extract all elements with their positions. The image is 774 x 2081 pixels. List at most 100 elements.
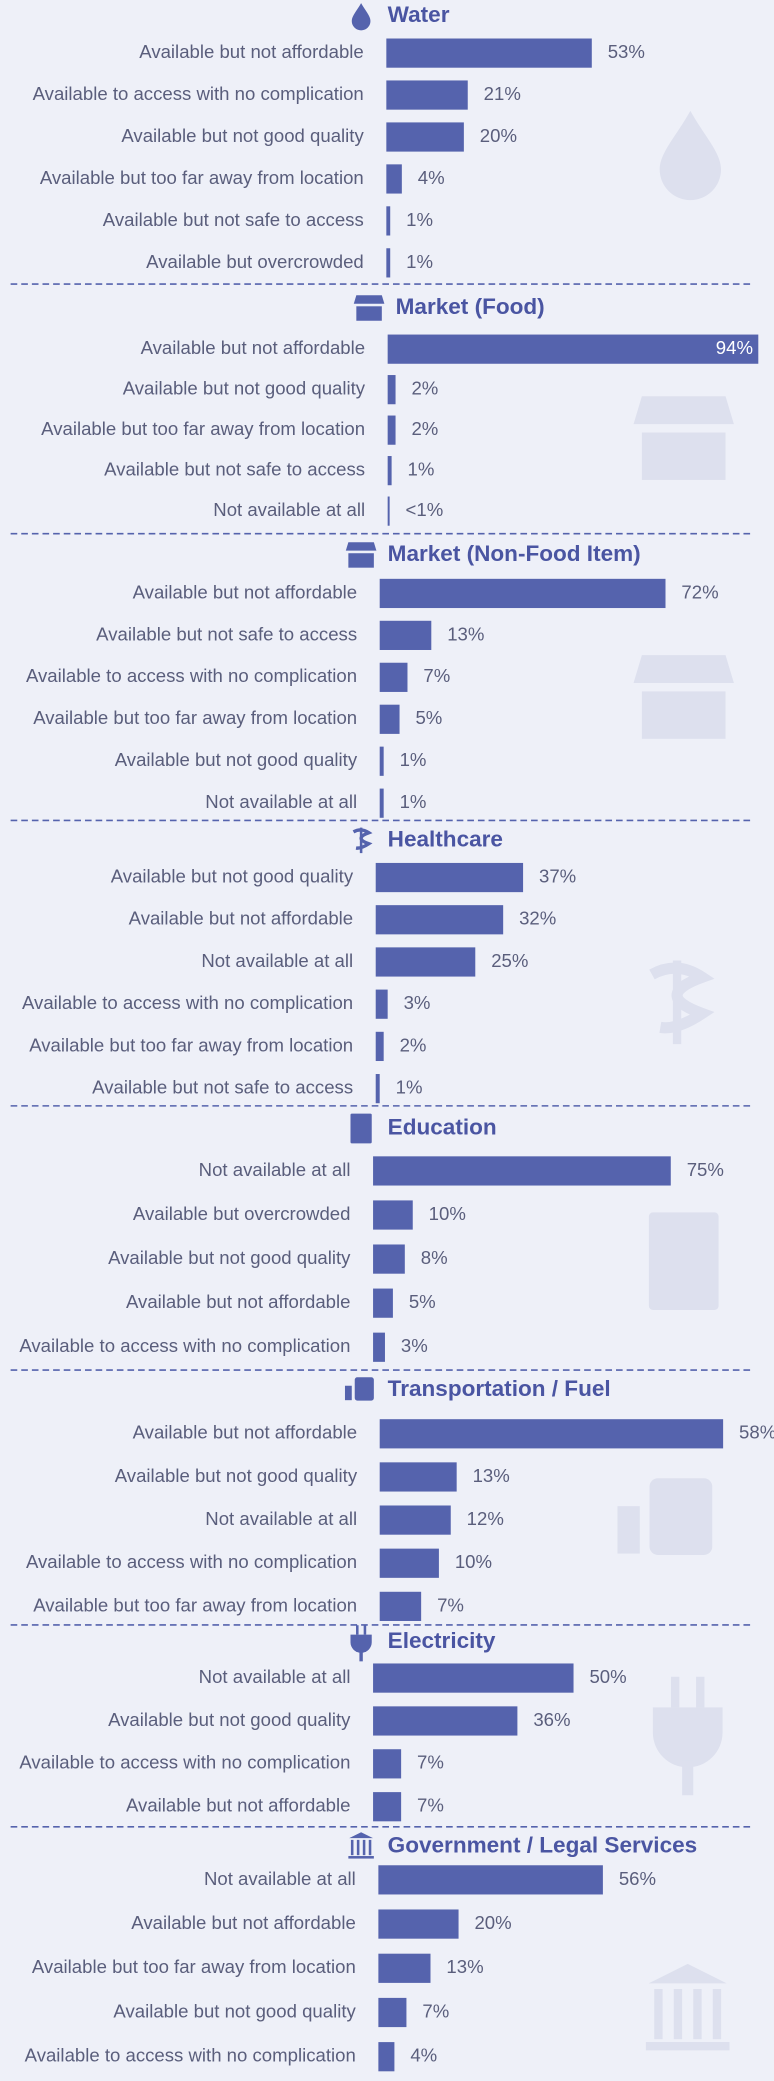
section-icon: [345, 542, 377, 568]
value-label: 50%: [589, 1666, 626, 1687]
bar: [379, 1548, 439, 1578]
value-label: 32%: [519, 908, 556, 929]
section-icon-large: [633, 396, 734, 480]
value-label: 2%: [400, 1034, 427, 1055]
category-label: Available but not good quality: [115, 1465, 358, 1486]
bar: [373, 1156, 671, 1186]
bar: [379, 1505, 451, 1535]
category-label: Not available at all: [204, 1868, 356, 1889]
value-label: 7%: [423, 665, 450, 686]
category-label: Available but not affordable: [129, 908, 354, 929]
bar: [373, 1200, 413, 1230]
bar: [379, 1462, 457, 1492]
category-label: Available but not good quality: [113, 2000, 356, 2021]
bar: [386, 248, 391, 278]
bar: [379, 578, 666, 609]
bar: [387, 334, 759, 364]
category-label: Available but not affordable: [126, 1291, 351, 1312]
bar: [373, 1288, 393, 1318]
value-label: 1%: [400, 749, 427, 770]
value-label: 72%: [681, 581, 718, 602]
category-label: Available but not affordable: [131, 1912, 356, 1933]
bar: [375, 989, 388, 1019]
category-label: Not available at all: [201, 950, 353, 971]
bar: [379, 788, 384, 818]
category-label: Available to access with no complication: [19, 1335, 350, 1356]
value-label: 12%: [467, 1508, 504, 1529]
section-icon-large: [649, 960, 715, 1045]
section-icon-large: [633, 655, 734, 739]
category-label: Available but not good quality: [121, 125, 364, 146]
value-label: 7%: [417, 1795, 444, 1816]
category-label: Available but not safe to access: [103, 209, 364, 230]
value-label: 53%: [608, 41, 645, 62]
value-label: 1%: [406, 251, 433, 272]
category-label: Available to access with no complication: [22, 992, 353, 1013]
bar: [379, 746, 384, 776]
category-label: Available but too far away from location: [29, 1034, 353, 1055]
bar: [375, 1031, 384, 1062]
section-title: Transportation / Fuel: [388, 1376, 611, 1401]
category-label: Available to access with no complication: [26, 1551, 357, 1572]
category-label: Available to access with no complication: [26, 665, 357, 686]
bar: [378, 1953, 431, 1983]
value-label: 58%: [739, 1422, 774, 1443]
value-label: 1%: [408, 459, 435, 480]
section-icon: [344, 1377, 374, 1401]
category-label: Available but not safe to access: [104, 459, 365, 480]
value-label: 10%: [429, 1203, 466, 1224]
category-label: Available but not affordable: [126, 1795, 351, 1816]
bar: [379, 1419, 724, 1449]
value-label: 4%: [410, 2045, 437, 2066]
bar: [379, 1591, 422, 1621]
value-label: 13%: [447, 623, 484, 644]
category-label: Available but too far away from location: [41, 418, 365, 439]
category-label: Not available at all: [199, 1666, 351, 1687]
value-label: 5%: [409, 1291, 436, 1312]
value-label: 13%: [473, 1465, 510, 1486]
section-icon-large: [659, 110, 722, 201]
bar: [379, 704, 400, 734]
section-icon: [352, 827, 373, 854]
category-label: Available but not good quality: [108, 1247, 351, 1268]
value-label: 20%: [474, 1912, 511, 1933]
bar: [373, 1663, 574, 1693]
category-label: Available but not affordable: [141, 337, 365, 358]
section-icon: [350, 1113, 372, 1144]
bar: [375, 905, 504, 935]
bar: [386, 122, 464, 152]
section-icon: [348, 1832, 374, 1859]
section-title: Electricity: [388, 1628, 496, 1653]
category-label: Not available at all: [205, 1508, 357, 1529]
section-icon: [351, 3, 371, 31]
value-label: 10%: [455, 1551, 492, 1572]
category-label: Not available at all: [205, 791, 357, 812]
value-label: 13%: [446, 1956, 483, 1977]
bar: [387, 496, 390, 526]
value-label: <1%: [406, 499, 444, 520]
section-icon-large: [645, 1963, 730, 2051]
bar: [373, 1792, 402, 1822]
bar: [373, 1749, 402, 1779]
category-label: Available but too far away from location: [40, 167, 364, 188]
value-label: 7%: [417, 1752, 444, 1773]
section-icon-large: [652, 1676, 723, 1796]
category-label: Available but not good quality: [115, 749, 358, 770]
value-label: 1%: [400, 791, 427, 812]
category-label: Available but not good quality: [111, 865, 354, 886]
bar: [387, 375, 396, 405]
bar: [378, 2042, 395, 2072]
bar: [378, 1997, 407, 2028]
bar: [375, 1074, 380, 1104]
category-label: Not available at all: [199, 1159, 351, 1180]
category-label: Available but too far away from location: [32, 1956, 356, 1977]
value-label: 7%: [422, 2000, 449, 2021]
value-label: 3%: [404, 992, 431, 1013]
category-label: Available to access with no complication: [33, 83, 364, 104]
bar: [378, 1865, 603, 1895]
section-icon: [350, 1625, 372, 1662]
section-title: Education: [388, 1114, 497, 1139]
value-label: 1%: [406, 209, 433, 230]
